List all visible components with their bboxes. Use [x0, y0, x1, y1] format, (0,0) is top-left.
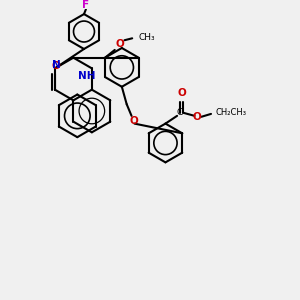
Text: NH: NH	[78, 71, 96, 81]
Text: O: O	[52, 61, 60, 71]
Text: F: F	[82, 0, 89, 10]
Text: O: O	[115, 39, 124, 49]
Text: O: O	[129, 116, 138, 126]
Text: O: O	[178, 88, 186, 98]
Text: CH₂CH₃: CH₂CH₃	[216, 108, 247, 117]
Text: N: N	[52, 60, 61, 70]
Text: CH₃: CH₃	[138, 33, 154, 42]
Text: C: C	[177, 108, 183, 117]
Text: O: O	[192, 112, 201, 122]
